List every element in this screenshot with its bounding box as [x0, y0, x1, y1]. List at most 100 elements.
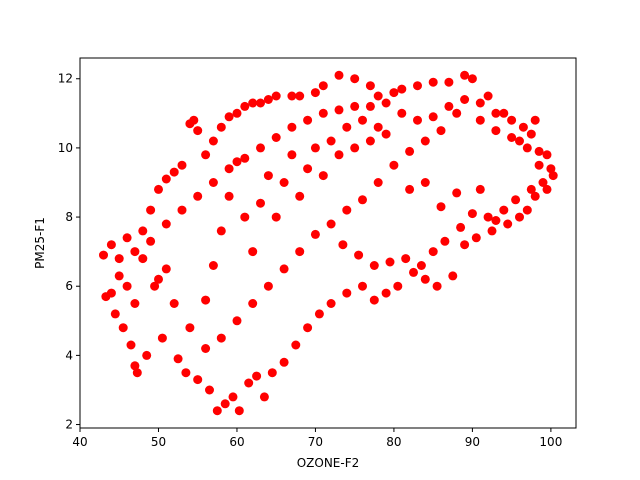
data-point [224, 191, 234, 201]
data-point [106, 240, 116, 250]
data-point [259, 392, 269, 402]
data-point [397, 84, 407, 94]
data-point [381, 98, 391, 108]
data-point [271, 212, 281, 222]
data-point [342, 288, 352, 298]
data-point [432, 281, 442, 291]
data-point [542, 184, 552, 194]
x-tick-label: 70 [308, 435, 323, 449]
data-point [354, 250, 364, 260]
data-point [157, 333, 167, 343]
data-point [310, 229, 320, 239]
data-point [248, 299, 258, 308]
data-point [303, 164, 313, 174]
data-point [216, 333, 226, 343]
data-point [409, 267, 418, 277]
data-point [193, 126, 203, 136]
data-point [538, 178, 548, 187]
data-point [326, 136, 336, 146]
data-point [511, 195, 521, 205]
data-point [389, 160, 399, 170]
data-point [256, 98, 265, 108]
data-point [142, 350, 152, 360]
data-point [99, 250, 108, 260]
data-point [342, 205, 352, 215]
data-point [420, 178, 430, 187]
data-point [130, 247, 140, 257]
data-point [291, 340, 301, 350]
data-point [491, 108, 501, 118]
data-point [169, 167, 179, 177]
data-point [491, 216, 501, 225]
data-point [193, 191, 203, 201]
data-point [193, 375, 203, 385]
data-point [338, 240, 348, 250]
data-point [334, 150, 344, 160]
data-point [318, 81, 328, 91]
data-point [271, 91, 281, 101]
data-point [169, 299, 179, 308]
data-point [365, 101, 375, 111]
data-point [114, 271, 124, 281]
data-point [326, 299, 336, 308]
data-point [240, 212, 250, 222]
data-point [224, 112, 234, 122]
data-point [232, 157, 242, 167]
data-point [287, 150, 297, 160]
data-point [393, 281, 403, 291]
data-point [444, 77, 454, 87]
data-point [499, 205, 509, 215]
data-point [279, 178, 289, 187]
x-tick-label: 80 [386, 435, 401, 449]
data-point [232, 316, 242, 326]
data-point [132, 368, 142, 378]
data-point [181, 368, 191, 378]
data-point [475, 184, 485, 194]
data-point [161, 174, 171, 184]
data-point [358, 281, 367, 291]
data-point [205, 385, 214, 395]
data-point [154, 274, 163, 284]
data-point [358, 115, 367, 125]
data-point [122, 281, 132, 291]
data-point [138, 226, 148, 236]
data-point [546, 164, 556, 174]
data-point [452, 188, 462, 198]
data-point [263, 171, 273, 181]
data-point [318, 171, 328, 181]
data-point [507, 115, 517, 125]
data-point [373, 178, 383, 187]
data-point [161, 219, 171, 229]
data-point [234, 406, 244, 416]
data-point [358, 195, 367, 205]
data-point [518, 122, 528, 132]
data-point [201, 344, 211, 353]
data-point [440, 236, 450, 246]
data-point [381, 129, 391, 139]
data-point [548, 171, 558, 181]
data-point [126, 340, 136, 350]
data-point [263, 281, 273, 291]
data-point [373, 91, 383, 101]
data-point [530, 191, 540, 201]
data-point [436, 202, 446, 212]
data-point [248, 98, 258, 108]
x-tick-label: 90 [465, 435, 480, 449]
data-point [295, 247, 305, 257]
data-point [365, 136, 375, 146]
data-point [287, 91, 297, 101]
y-axis-ticks: 2 4 6 8 10 12 [58, 72, 80, 432]
data-point [240, 153, 250, 163]
data-point [452, 108, 462, 118]
data-point [161, 264, 171, 274]
data-point [483, 91, 493, 101]
data-point [350, 74, 360, 84]
data-point [138, 254, 148, 264]
data-point [314, 309, 324, 319]
data-point [428, 77, 438, 87]
data-point [263, 95, 273, 104]
data-point [130, 299, 140, 308]
y-tick-label: 6 [65, 279, 73, 293]
data-point [534, 160, 544, 170]
data-point [534, 146, 544, 156]
